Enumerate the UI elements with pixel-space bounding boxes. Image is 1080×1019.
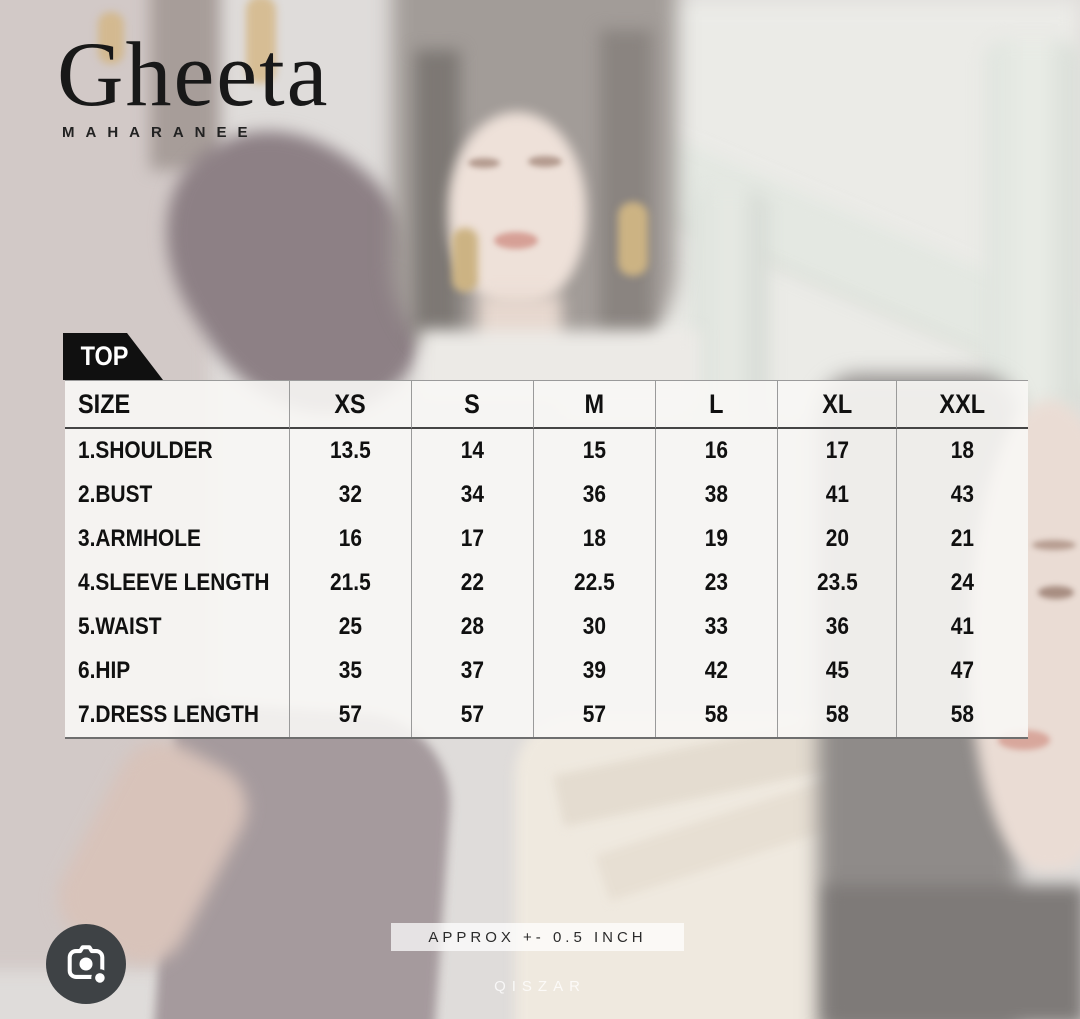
model-right-eyebrow	[1032, 540, 1076, 550]
column-header-s: S	[411, 380, 533, 429]
column-header-xl: XL	[777, 380, 896, 429]
gold-earring	[246, 0, 276, 84]
model-left-hair	[150, 0, 220, 170]
row-label: 2.BUST	[65, 473, 289, 517]
model-center-hair-strand	[600, 30, 652, 340]
size-value: 21.5	[289, 561, 411, 605]
model-right-top	[825, 885, 1080, 1019]
model-center-eyes	[468, 158, 500, 168]
size-value: 37	[411, 649, 533, 693]
size-value: 36	[533, 473, 655, 517]
staircase-baluster	[985, 40, 1080, 430]
size-value: 16	[655, 429, 777, 473]
row-label: 3.ARMHOLE	[65, 517, 289, 561]
size-value: 58	[777, 693, 896, 737]
column-header-xs: XS	[289, 380, 411, 429]
tolerance-note-text: APPROX +- 0.5 INCH	[428, 928, 647, 946]
model-center-lips	[494, 232, 538, 249]
size-table-grid: SIZE XS S M L XL XXL 1.SHOULDER 13.5 14 15 16 17 18 2.…	[65, 380, 1028, 739]
size-value: 30	[533, 605, 655, 649]
google-lens-camera-icon	[67, 945, 109, 987]
row-label: 4.SLEEVE LENGTH	[65, 561, 289, 605]
row-label: 7.DRESS LENGTH	[65, 693, 289, 737]
size-value: 38	[655, 473, 777, 517]
size-value: 34	[411, 473, 533, 517]
size-value: 33	[655, 605, 777, 649]
size-value: 23	[655, 561, 777, 605]
size-value: 14	[411, 429, 533, 473]
size-value: 57	[289, 693, 411, 737]
brand-tagline: MAHARANEE	[62, 124, 259, 141]
size-value: 17	[411, 517, 533, 561]
gold-earring	[452, 228, 478, 292]
size-value: 16	[289, 517, 411, 561]
size-value: 22.5	[533, 561, 655, 605]
size-value: 25	[289, 605, 411, 649]
size-value: 39	[533, 649, 655, 693]
category-badge-label: TOP	[80, 341, 129, 371]
size-value: 21	[896, 517, 1028, 561]
watermark: QISZAR	[0, 978, 1080, 995]
brand-logo: Gheeta MAHARANEE	[57, 28, 330, 141]
size-value: 28	[411, 605, 533, 649]
column-header-size: SIZE	[65, 380, 289, 429]
size-value: 24	[896, 561, 1028, 605]
column-header-xxl: XXL	[896, 380, 1028, 429]
size-value: 58	[655, 693, 777, 737]
google-lens-button[interactable]	[46, 924, 126, 1004]
size-value: 57	[533, 693, 655, 737]
row-label: 1.SHOULDER	[65, 429, 289, 473]
model-right-eye	[1038, 586, 1074, 599]
size-value: 22	[411, 561, 533, 605]
size-value: 41	[896, 605, 1028, 649]
size-value: 57	[411, 693, 533, 737]
column-header-l: L	[655, 380, 777, 429]
size-value: 47	[896, 649, 1028, 693]
size-value: 58	[896, 693, 1028, 737]
size-value: 36	[777, 605, 896, 649]
size-value: 32	[289, 473, 411, 517]
size-value: 13.5	[289, 429, 411, 473]
row-label: 5.WAIST	[65, 605, 289, 649]
size-value: 20	[777, 517, 896, 561]
size-value: 43	[896, 473, 1028, 517]
tolerance-note: APPROX +- 0.5 INCH	[391, 923, 684, 951]
size-value: 15	[533, 429, 655, 473]
size-value: 18	[896, 429, 1028, 473]
size-value: 23.5	[777, 561, 896, 605]
size-value: 35	[289, 649, 411, 693]
size-value: 41	[777, 473, 896, 517]
size-value: 18	[533, 517, 655, 561]
size-table: SIZE XS S M L XL XXL 1.SHOULDER 13.5 14 15 16 17 18 2.…	[65, 380, 1028, 739]
size-value: 42	[655, 649, 777, 693]
gold-earring	[618, 202, 648, 276]
watermark-text: QISZAR	[494, 978, 586, 995]
size-value: 17	[777, 429, 896, 473]
gold-earring	[98, 12, 124, 64]
size-value: 19	[655, 517, 777, 561]
model-center-eyes	[528, 156, 562, 167]
brand-name: Gheeta	[57, 23, 330, 125]
size-value: 45	[777, 649, 896, 693]
column-header-m: M	[533, 380, 655, 429]
row-label: 6.HIP	[65, 649, 289, 693]
